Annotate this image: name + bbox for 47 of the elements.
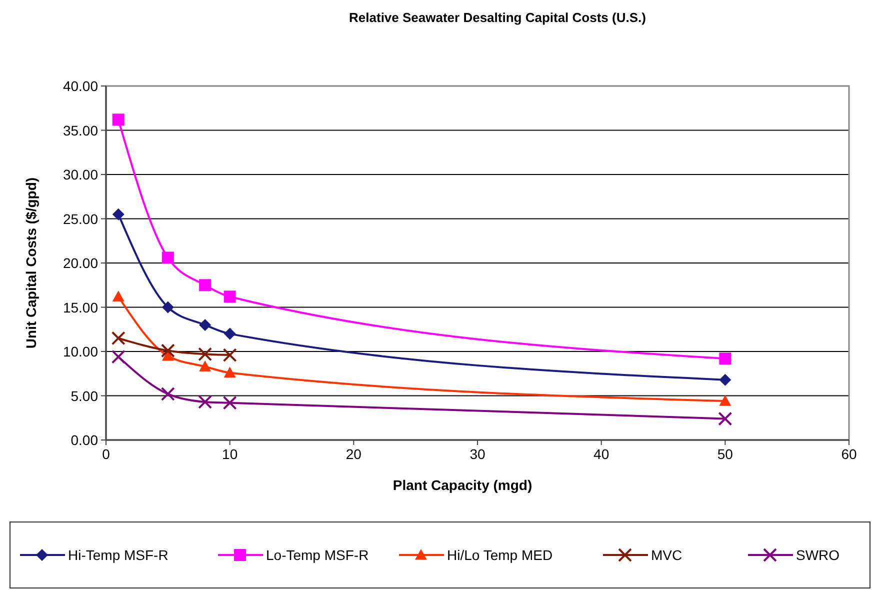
- y-axis-title: Unit Capital Costs ($/gpd): [23, 177, 39, 349]
- point: [222, 396, 237, 410]
- point: [162, 252, 174, 264]
- y-tick-label: 10.00: [62, 344, 98, 360]
- point: [719, 395, 732, 406]
- x-tick-label: 10: [222, 446, 238, 462]
- point: [112, 114, 124, 126]
- y-tick-label: 30.00: [62, 166, 98, 182]
- legend-label: MVC: [651, 547, 682, 563]
- point: [160, 344, 175, 358]
- x-tick-label: 60: [841, 446, 857, 462]
- y-tick-label: 40.00: [62, 78, 98, 94]
- point: [719, 352, 732, 365]
- y-tick-label: 15.00: [62, 299, 98, 316]
- legend-label: Hi/Lo Temp MED: [447, 547, 553, 563]
- point: [718, 412, 732, 426]
- x-tick-label: 0: [102, 446, 110, 462]
- point: [224, 328, 236, 340]
- legend-label: SWRO: [796, 547, 840, 563]
- point: [222, 348, 237, 362]
- point: [160, 386, 175, 401]
- x-tick-label: 40: [594, 446, 610, 462]
- y-tick-label: 0.00: [70, 432, 98, 448]
- point: [198, 347, 212, 362]
- y-tick-label: 25.00: [62, 210, 98, 227]
- point: [199, 279, 212, 292]
- point: [719, 374, 732, 386]
- point: [112, 290, 124, 302]
- point: [199, 318, 212, 331]
- y-tick-label: 35.00: [62, 122, 98, 138]
- point: [224, 366, 236, 378]
- point: [162, 301, 174, 314]
- x-tick-label: 50: [717, 446, 734, 462]
- point: [111, 350, 126, 364]
- point: [112, 208, 124, 220]
- point: [199, 360, 212, 372]
- y-tick-label: 20.00: [62, 255, 98, 271]
- point: [111, 331, 126, 346]
- x-axis-title: Plant Capacity (mgd): [392, 477, 532, 493]
- chart-title: Relative Seawater Desalting Capital Costs (U.S.): [349, 10, 646, 25]
- x-tick-label: 20: [346, 446, 362, 462]
- y-tick-label: 5.00: [70, 388, 98, 404]
- x-tick-label: 30: [470, 446, 486, 462]
- point: [198, 394, 212, 409]
- legend-label: Lo-Temp MSF-R: [266, 547, 369, 563]
- legend-label: Hi-Temp MSF-R: [68, 547, 168, 563]
- point: [224, 290, 236, 303]
